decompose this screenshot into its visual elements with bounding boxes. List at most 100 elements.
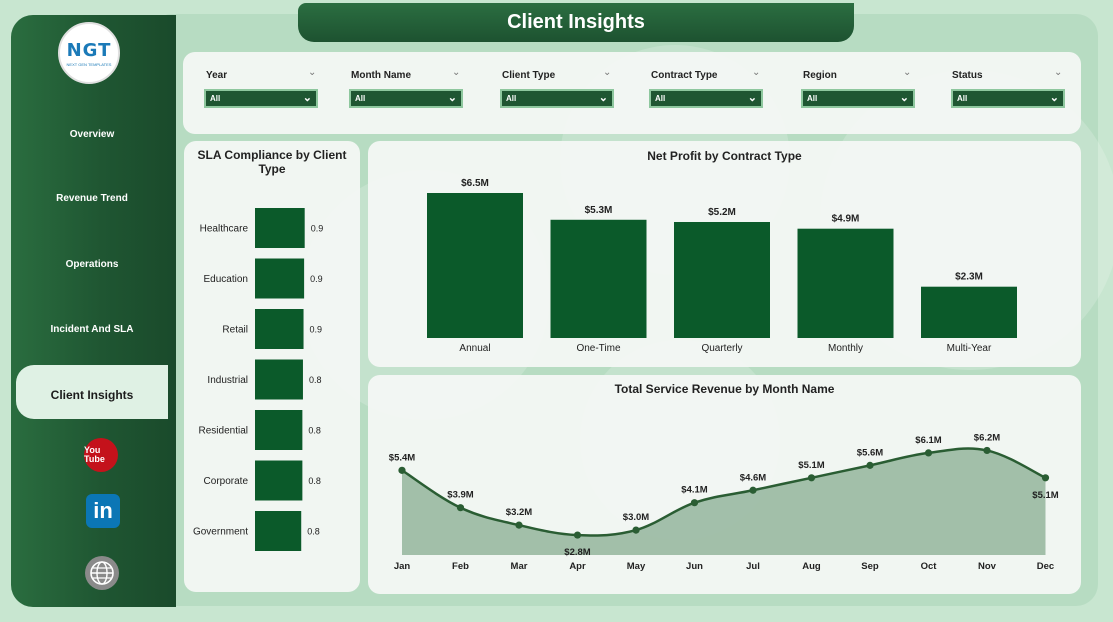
sidebar-item-overview[interactable]: Overview — [69, 129, 115, 140]
chevron-down-icon[interactable]: ⌄ — [452, 67, 461, 78]
revenue-data-label: $5.4M — [389, 452, 415, 463]
chevron-down-icon: ⌄ — [1049, 92, 1059, 104]
sla-category-label: Retail — [222, 325, 248, 336]
revenue-area — [402, 448, 1046, 555]
net-profit-bar — [797, 228, 894, 338]
sla-data-label: 0.8 — [307, 527, 320, 537]
net-profit-bar — [550, 219, 647, 338]
revenue-month-label: Jul — [746, 561, 760, 572]
sla-category-label: Government — [193, 527, 248, 538]
sla-category-label: Corporate — [204, 476, 249, 487]
logo-subtext: NEXT GEN TEMPLATES — [66, 61, 112, 67]
chevron-down-icon: ⌄ — [899, 92, 909, 104]
sla-data-label: 0.9 — [311, 224, 324, 234]
filter-select-month-name[interactable]: All ⌄ — [349, 89, 463, 108]
sla-data-label: 0.8 — [308, 426, 321, 436]
chevron-down-icon: ⌄ — [302, 92, 312, 104]
sidebar-item-revenue-trend[interactable]: Revenue Trend — [56, 193, 128, 204]
youtube-icon[interactable]: You Tube — [84, 438, 118, 472]
revenue-month-label: Jan — [394, 561, 411, 572]
filter-value: All — [655, 94, 666, 103]
chevron-down-icon[interactable]: ⌄ — [1054, 67, 1063, 78]
revenue-month-label: Oct — [921, 561, 938, 572]
revenue-data-label: $3.9M — [447, 490, 473, 501]
revenue-data-label: $3.0M — [623, 512, 649, 523]
sla-bar — [255, 511, 302, 551]
revenue-month-label: Jun — [686, 561, 703, 572]
sidebar-item-operations[interactable]: Operations — [65, 259, 119, 270]
revenue-data-label: $4.1M — [681, 485, 707, 496]
filter-label-year: Year — [206, 70, 228, 81]
sidebar-item-incident-and-sla[interactable]: Incident And SLA — [50, 324, 134, 335]
sla-bar-chart: Healthcare 0.9 Education 0.9 Retail 0.9 Indust… — [193, 208, 324, 551]
revenue-data-label: $2.8M — [564, 547, 590, 558]
revenue-data-label: $6.1M — [915, 435, 941, 446]
filter-select-region[interactable]: All ⌄ — [801, 89, 915, 108]
brand-logo[interactable]: NGT NEXT GEN TEMPLATES — [58, 22, 120, 84]
revenue-month-label: Mar — [511, 561, 528, 572]
filter-select-status[interactable]: All ⌄ — [951, 89, 1065, 108]
net-profit-category-label: Monthly — [828, 343, 863, 354]
youtube-icon-text: You Tube — [84, 445, 105, 464]
filters-panel — [183, 52, 1081, 134]
sla-bar — [255, 309, 304, 349]
revenue-point — [632, 526, 640, 534]
logo-text: NGT — [66, 39, 112, 61]
net-profit-category-label: Annual — [459, 343, 490, 354]
filter-label-client-type: Client Type — [502, 70, 556, 81]
revenue-data-label: $4.6M — [740, 472, 766, 483]
revenue-month-label: Sep — [861, 561, 879, 572]
revenue-data-label: $3.2M — [506, 507, 532, 518]
revenue-point — [924, 449, 933, 457]
net-profit-category-label: One-Time — [576, 343, 621, 354]
net-profit-chart-title: Net Profit by Contract Type — [647, 149, 802, 163]
revenue-data-label: $5.6M — [857, 447, 883, 458]
website-icon[interactable] — [85, 556, 119, 590]
filter-label-contract-type: Contract Type — [651, 70, 718, 81]
sla-data-label: 0.9 — [310, 325, 323, 335]
net-profit-bar — [921, 286, 1017, 338]
filter-label-region: Region — [803, 70, 837, 81]
revenue-point — [749, 486, 757, 494]
filter-value: All — [506, 94, 517, 103]
revenue-month-label: Feb — [452, 561, 469, 572]
net-profit-data-label: $5.3M — [585, 205, 613, 216]
revenue-point — [456, 504, 465, 512]
chevron-down-icon: ⌄ — [747, 92, 757, 104]
sla-bar — [255, 359, 303, 400]
filter-select-contract-type[interactable]: All ⌄ — [649, 89, 763, 108]
chevron-down-icon[interactable]: ⌄ — [308, 67, 317, 78]
revenue-line — [401, 447, 1047, 537]
chevron-down-icon[interactable]: ⌄ — [603, 67, 612, 78]
filter-label-status: Status — [952, 70, 983, 81]
net-profit-bar — [427, 193, 523, 338]
sla-data-label: 0.8 — [309, 375, 322, 385]
page-title: Client Insights — [298, 3, 854, 42]
revenue-point — [515, 521, 523, 529]
filter-value: All — [210, 94, 221, 103]
sla-data-label: 0.8 — [308, 476, 321, 486]
filter-value: All — [355, 94, 366, 103]
revenue-point — [690, 499, 699, 507]
filter-select-client-type[interactable]: All ⌄ — [500, 89, 614, 108]
service-revenue-chart-title: Total Service Revenue by Month Name — [614, 382, 835, 396]
net-profit-data-label: $6.5M — [461, 178, 489, 189]
revenue-data-label: $5.1M — [798, 460, 824, 471]
sla-chart-title: SLA Compliance by Client Type — [197, 148, 347, 176]
net-profit-data-label: $2.3M — [955, 272, 983, 283]
revenue-month-label: Apr — [569, 561, 586, 572]
chevron-down-icon[interactable]: ⌄ — [903, 67, 912, 78]
filter-label-month-name: Month Name — [351, 70, 411, 81]
revenue-point — [807, 474, 816, 482]
revenue-point — [983, 446, 991, 455]
revenue-point — [398, 466, 406, 474]
net-profit-bar — [674, 222, 770, 338]
filter-select-year[interactable]: All ⌄ — [204, 89, 318, 108]
sidebar-item-client-insights[interactable]: Client Insights — [16, 365, 168, 419]
linkedin-icon[interactable]: in — [86, 494, 120, 528]
linkedin-icon-text: in — [93, 498, 113, 523]
net-profit-data-label: $5.2M — [708, 207, 736, 218]
net-profit-data-label: $4.9M — [832, 214, 860, 225]
chevron-down-icon[interactable]: ⌄ — [752, 67, 761, 78]
revenue-point — [1041, 474, 1050, 482]
